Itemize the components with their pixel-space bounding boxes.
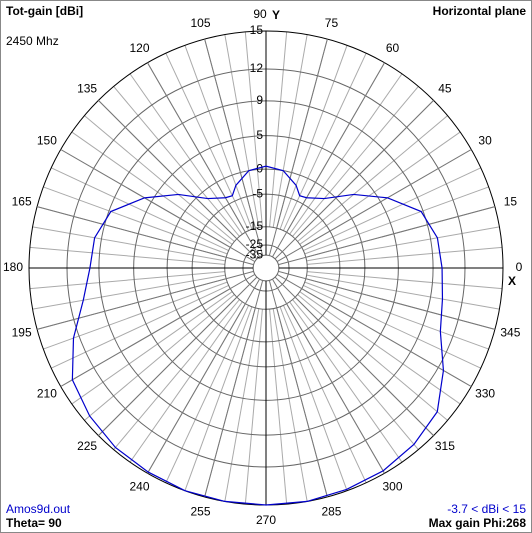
x-axis-label: X [508, 274, 516, 288]
angle-tick-label: 240 [129, 479, 149, 493]
y-axis-label: Y [272, 8, 280, 22]
angle-grid-line [36, 270, 254, 330]
radial-tick-label: -35 [246, 247, 264, 261]
radial-tick-label: 12 [250, 61, 264, 75]
radial-tick-label: -15 [246, 219, 264, 233]
file-label: Amos9d.out [6, 502, 71, 516]
radial-tick-label: -25 [246, 237, 264, 251]
angle-tick-label: 30 [478, 134, 492, 148]
angle-grid-line [147, 278, 260, 474]
angle-tick-label: 75 [325, 16, 339, 30]
angle-tick-label: 270 [256, 513, 276, 527]
angle-tick-label: 105 [191, 16, 211, 30]
angle-grid-line [60, 274, 256, 387]
angle-tick-label: 285 [321, 505, 341, 519]
angle-grid-line [272, 62, 385, 258]
theta-label: Theta= 90 [6, 516, 62, 530]
angle-tick-label: 150 [37, 134, 57, 148]
angle-grid-line [60, 149, 256, 262]
angle-tick-label: 165 [12, 195, 32, 209]
angle-tick-label: 345 [500, 326, 520, 340]
angle-tick-label: 15 [504, 195, 518, 209]
angle-tick-label: 210 [37, 387, 57, 401]
angle-tick-label: 60 [386, 41, 400, 55]
radial-tick-label: 9 [256, 93, 263, 107]
angle-grid-line [98, 276, 258, 436]
angle-grid-line [36, 206, 254, 266]
max-label: Max gain Phi:268 [429, 516, 527, 530]
angle-grid-line [274, 100, 434, 260]
angle-grid-line [272, 278, 385, 474]
angle-grid-line [147, 62, 260, 258]
chart-title: Tot-gain [dBi] [6, 4, 83, 18]
angle-grid-line [276, 149, 472, 262]
range-label: -3.7 < dBi < 15 [447, 502, 526, 516]
angle-tick-label: 300 [382, 479, 402, 493]
angle-tick-label: 0 [516, 260, 523, 274]
angle-tick-label: 180 [3, 260, 23, 274]
angle-tick-label: 255 [191, 505, 211, 519]
subtitle: 2450 Mhz [6, 34, 59, 48]
angle-grid-line [274, 276, 434, 436]
angle-grid-line [268, 280, 328, 498]
plane-label: Horizontal plane [433, 4, 527, 18]
angle-tick-label: 225 [77, 439, 97, 453]
radial-tick-label: 5 [256, 128, 263, 142]
pattern-curve [71, 165, 445, 506]
angle-tick-label: 120 [129, 41, 149, 55]
angle-tick-label: 90 [253, 7, 267, 21]
angle-grid-line [204, 280, 264, 498]
angle-tick-label: 330 [475, 387, 495, 401]
angle-grid-line [98, 100, 258, 260]
angle-tick-label: 195 [12, 326, 32, 340]
angle-grid-line [276, 274, 472, 387]
angle-tick-label: 135 [77, 81, 97, 95]
radial-tick-label: 15 [250, 23, 264, 37]
angle-grid-line [278, 206, 496, 266]
angle-grid-line [268, 38, 328, 256]
angle-tick-label: 45 [438, 81, 452, 95]
angle-grid-line [204, 38, 264, 256]
angle-grid-line [278, 270, 496, 330]
angle-tick-label: 315 [435, 439, 455, 453]
radial-tick-label: -5 [252, 186, 263, 200]
